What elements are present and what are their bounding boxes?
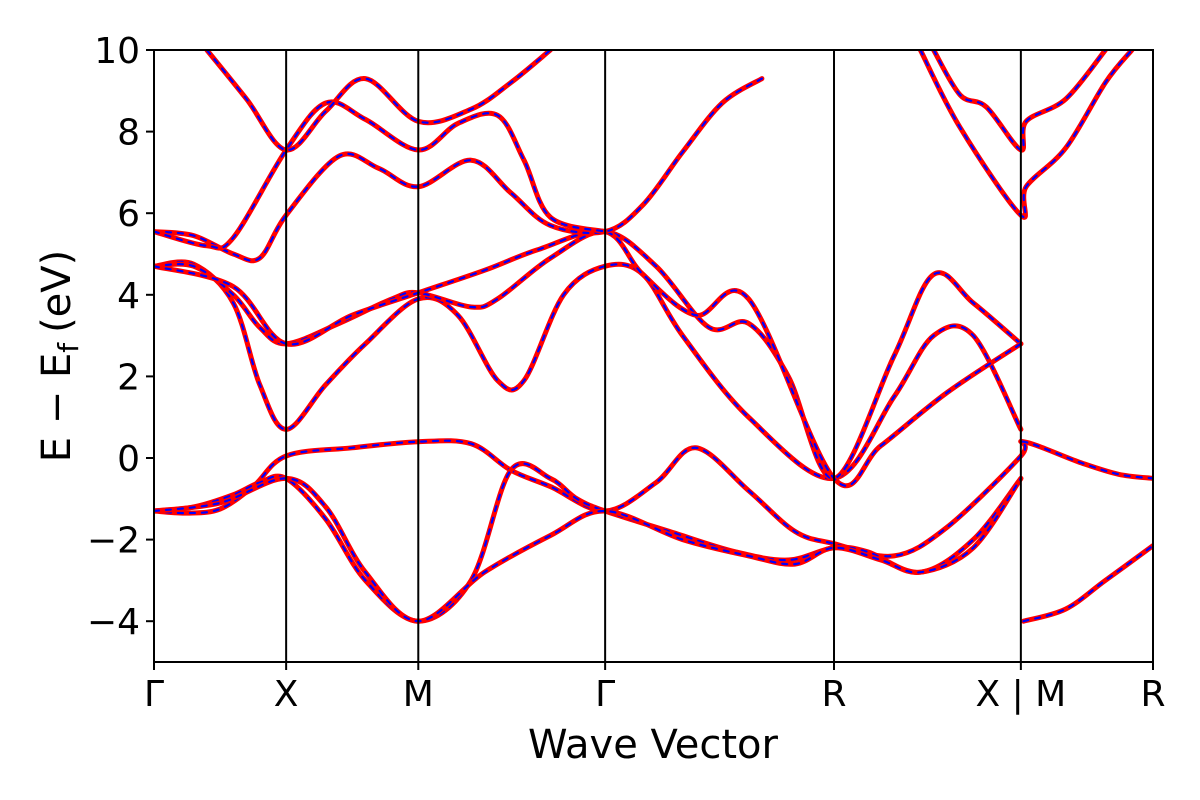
x-axis-label: Wave Vector (528, 722, 779, 768)
y-tick-label-4: 4 (117, 276, 140, 317)
x-tick-label-3: Γ (595, 674, 615, 715)
x-tick-label-6: R (1140, 674, 1165, 715)
y-ticks-layer: −4 −2 0 2 4 6 8 10 (87, 31, 154, 643)
y-axis-label: E − Ef (eV) (34, 250, 85, 463)
y-tick-label-6: 8 (117, 113, 140, 154)
y-tick-label-5: 6 (117, 194, 140, 235)
y-axis-label-main: E − E (34, 353, 80, 463)
y-tick-label-2: 0 (117, 439, 140, 480)
x-tick-label-4: R (821, 674, 846, 715)
band-line-blue-5 (154, 230, 1022, 480)
x-tick-label-5: X | M (975, 674, 1066, 715)
y-tick-label-1: −2 (87, 521, 140, 562)
band-line-blue-1 (154, 462, 1022, 623)
band-line-red-4 (154, 259, 1024, 481)
x-tick-label-0: Γ (144, 674, 164, 715)
band-line-blue-7 (154, 77, 763, 262)
band-line-blue-6 (154, 229, 1022, 487)
band-line-blue-9 (205, 50, 552, 152)
y-axis-label-sub: f (52, 342, 85, 353)
band-line-blue-8 (154, 100, 607, 250)
band-line-blue-2 (154, 477, 1022, 623)
plot-frame (153, 49, 1154, 663)
kpoint-lines-layer (285, 50, 1022, 662)
band-line-blue-10 (919, 50, 1133, 219)
x-tick-label-1: X (274, 674, 299, 715)
y-axis-label-unit: (eV) (34, 250, 80, 333)
x-tick-label-2: M (403, 674, 434, 715)
y-tick-label-7: 10 (94, 31, 140, 72)
y-tick-label-0: −4 (87, 602, 140, 643)
bands-layer (154, 50, 1153, 624)
band-line-blue-0 (154, 439, 1153, 558)
band-line-blue-3 (1022, 544, 1153, 623)
x-ticks-layer: Γ X M Γ R X | M R (144, 662, 1166, 715)
y-tick-label-3: 2 (117, 357, 140, 398)
